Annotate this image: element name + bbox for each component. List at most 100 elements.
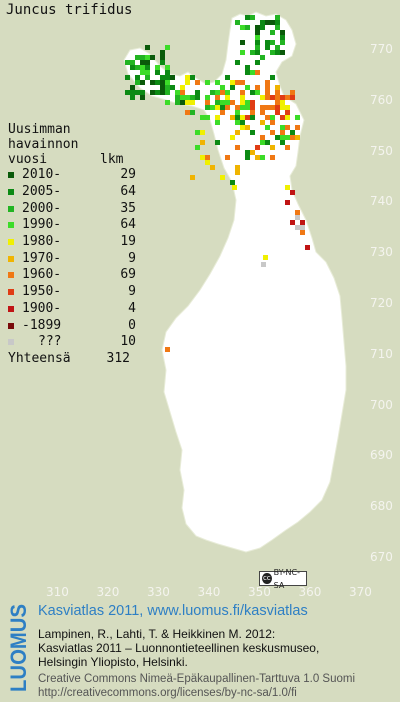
observation-square [235,170,240,175]
observation-square [200,140,205,145]
observation-square [255,85,260,90]
observation-square [245,25,250,30]
legend-row: 1990- 64 [8,217,136,234]
observation-square [265,95,270,100]
observation-square [165,90,170,95]
footer-license-link[interactable]: http://creativecommons.org/licenses/by-n… [38,687,297,699]
observation-square [180,90,185,95]
observation-square [165,65,170,70]
observation-square [295,215,300,220]
footer-title-link[interactable]: Kasviatlas 2011, www.luomus.fi/kasviatla… [38,603,308,619]
observation-square [290,95,295,100]
observation-square [230,80,235,85]
observation-square [260,105,265,110]
x-tick-label: 310 [46,585,69,599]
observation-square [255,40,260,45]
observation-square [160,90,165,95]
x-tick-label: 370 [349,585,372,599]
observation-square [230,115,235,120]
legend-row-label: -1899 [22,317,62,333]
observation-square [140,95,145,100]
observation-square [235,60,240,65]
legend-row-count: 29 [120,167,136,183]
observation-square [280,105,285,110]
observation-squares [125,15,310,352]
legend-row-count: 19 [120,234,136,250]
observation-square [150,55,155,60]
observation-square [240,80,245,85]
observation-square [275,85,280,90]
observation-square [235,120,240,125]
legend-row-label: 1990- [22,217,62,233]
observation-square [135,55,140,60]
observation-square [260,20,265,25]
observation-square [135,90,140,95]
observation-square [170,85,175,90]
observation-square [155,80,160,85]
observation-square [205,95,210,100]
observation-square [300,230,305,235]
observation-square [180,100,185,105]
observation-square [275,50,280,55]
observation-square [190,75,195,80]
observation-square [265,105,270,110]
observation-square [255,30,260,35]
legend-count-header: lkm [100,152,124,167]
observation-square [255,45,260,50]
observation-square [220,85,225,90]
observation-square [260,140,265,145]
observation-square [265,115,270,120]
observation-square [175,95,180,100]
observation-square [225,90,230,95]
observation-square [275,135,280,140]
legend-row: 1980- 19 [8,234,136,251]
legend-heading-row: vuosi lkm [8,152,136,167]
legend-row: -1899 0 [8,317,136,334]
observation-square [145,60,150,65]
observation-square [205,160,210,165]
y-tick-label: 740 [370,194,393,209]
legend-swatch [8,305,14,312]
footer-citation-line: Helsingin Yliopisto, Helsinki. [38,655,188,669]
observation-square [215,140,220,145]
observation-square [240,125,245,130]
legend-swatch [8,322,14,329]
legend-swatch [8,255,14,262]
observation-square [200,155,205,160]
legend-swatch [8,272,14,279]
luomus-logo: LUOMUS [6,602,31,694]
observation-square [160,55,165,60]
observation-square [220,105,225,110]
observation-square [270,130,275,135]
legend-row: 2005- 64 [8,184,136,201]
cc-license-badge[interactable]: cc BY-NC-SA [259,568,307,590]
legend-row: 2010- 29 [8,167,136,184]
species-title: Juncus trifidus [6,2,133,18]
legend-heading-line: havainnon [8,137,79,152]
observation-square [245,15,250,20]
observation-square [290,220,295,225]
observation-square [190,100,195,105]
observation-square [290,190,295,195]
legend-row-label: 1900- [22,300,62,316]
observation-square [225,105,230,110]
observation-square [300,220,305,225]
observation-square [135,75,140,80]
observation-square [160,60,165,65]
legend-row-label: ??? [38,334,62,350]
observation-square [275,95,280,100]
observation-square [270,20,275,25]
observation-square [240,100,245,105]
observation-square [250,130,255,135]
observation-square [140,80,145,85]
legend-row-label: 2010- [22,167,62,183]
observation-square [160,75,165,80]
observation-square [235,165,240,170]
y-tick-label: 690 [370,448,393,463]
observation-square [270,30,275,35]
observation-square [140,65,145,70]
observation-square [185,75,190,80]
observation-square [145,65,150,70]
observation-square [155,70,160,75]
observation-square [225,155,230,160]
